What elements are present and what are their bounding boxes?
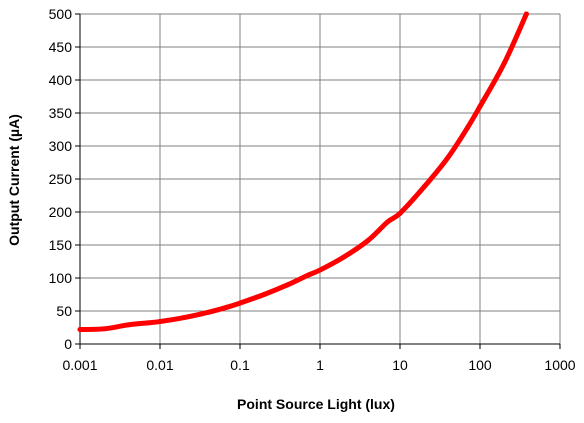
data-point <box>237 300 243 306</box>
data-point <box>523 11 529 17</box>
y-tick-label: 450 <box>49 39 73 55</box>
x-tick-label: 0.1 <box>230 357 250 373</box>
y-tick-label: 100 <box>49 270 73 286</box>
y-tick-label: 300 <box>49 138 73 154</box>
x-tick-label: 0.01 <box>146 357 173 373</box>
data-point <box>477 103 483 109</box>
data-point <box>181 315 187 321</box>
y-axis-title: Output Current (µA) <box>6 114 22 246</box>
data-point <box>445 154 451 160</box>
x-tick-label: 1000 <box>544 357 575 373</box>
data-point <box>501 61 507 66</box>
y-tick-label: 200 <box>49 204 73 220</box>
y-tick-label: 400 <box>49 72 73 88</box>
y-tick-label: 0 <box>64 336 72 352</box>
y-tick-label: 500 <box>49 6 73 22</box>
y-axis-ticks: 0 50 100 150 200 250 300 350 400 450 500 <box>49 6 80 352</box>
data-point <box>305 272 311 278</box>
data-point <box>145 320 151 326</box>
y-tick-label: 50 <box>56 303 72 319</box>
x-axis-title: Point Source Light (lux) <box>237 396 395 412</box>
x-axis-ticks: 0.001 0.01 0.1 1 10 100 1000 <box>62 344 576 373</box>
data-point <box>421 184 427 190</box>
data-point <box>205 309 211 315</box>
y-tick-label: 150 <box>49 237 73 253</box>
data-point <box>261 292 267 297</box>
data-point <box>225 304 231 310</box>
data-point <box>341 254 347 260</box>
x-tick-label: 100 <box>468 357 492 373</box>
x-tick-label: 0.001 <box>62 357 97 373</box>
data-point <box>285 282 291 288</box>
data-point <box>465 125 471 131</box>
data-point <box>397 210 403 216</box>
data-point <box>385 219 391 225</box>
x-tick-label: 1 <box>316 357 324 373</box>
series-lines <box>77 11 529 332</box>
y-tick-label: 350 <box>49 105 73 121</box>
y-tick-label: 250 <box>49 171 73 187</box>
data-point <box>125 322 131 328</box>
x-tick-label: 10 <box>392 357 408 373</box>
data-point <box>101 326 107 332</box>
data-point <box>77 326 83 332</box>
data-point <box>157 319 163 325</box>
data-point <box>365 237 371 243</box>
grid-lines <box>79 13 561 345</box>
data-point <box>317 267 323 273</box>
series-line <box>77 11 529 332</box>
